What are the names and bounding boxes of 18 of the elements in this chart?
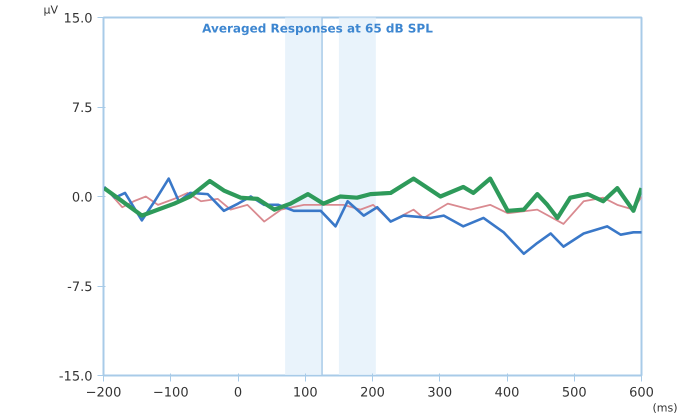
y-axis-title: µV — [44, 4, 58, 16]
x-tick-label: 100 — [292, 386, 318, 400]
x-tick-label: −100 — [152, 386, 189, 400]
y-tick-label: -15.0 — [58, 370, 93, 384]
x-tick-label: 600 — [629, 386, 654, 400]
chart-title: Averaged Responses at 65 dB SPL — [202, 22, 434, 36]
y-tick-label: 0.0 — [72, 190, 93, 206]
x-tick-label: 300 — [427, 386, 452, 400]
y-tick-label: 7.5 — [72, 101, 93, 116]
x-tick-label: 0 — [234, 386, 242, 400]
x-tick-label: 500 — [562, 386, 587, 400]
y-tick-label: 15.0 — [64, 12, 93, 26]
x-axis-title: (ms) — [652, 402, 678, 414]
x-tick-label: −200 — [86, 386, 122, 400]
x-tick-label: 400 — [494, 386, 520, 400]
x-tick-label: 200 — [360, 386, 385, 400]
y-tick-label: -7.5 — [67, 280, 93, 295]
line-series — [104, 176, 642, 220]
